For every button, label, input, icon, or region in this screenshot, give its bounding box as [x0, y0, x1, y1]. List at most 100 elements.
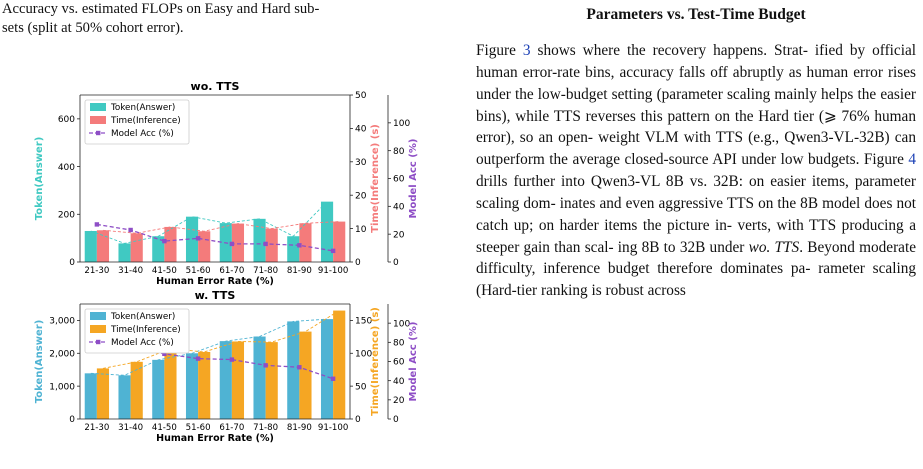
y-tick-label: 400 — [58, 163, 75, 173]
caption-line-2: sets (split at 50% cohort error). — [2, 19, 447, 38]
bar-time-inference — [231, 223, 245, 262]
bar-token-answer — [185, 216, 199, 262]
legend-label: Token(Answer) — [110, 103, 175, 113]
y-axis-label: Token(Answer) — [34, 320, 45, 404]
y2-tick-label: 30 — [355, 158, 367, 168]
trend-line-time — [102, 310, 340, 369]
body-paragraph: Figure 3 shows where the recovery happen… — [476, 40, 916, 302]
bar-time-inference — [333, 310, 346, 419]
acc-marker — [263, 363, 268, 368]
bar-time-inference — [265, 228, 278, 262]
caption-line-1: Accuracy vs. estimated FLOPs on Easy and… — [2, 1, 320, 17]
x-tick-label: 61-70 — [219, 423, 244, 433]
x-axis-label: Human Error Rate (%) — [156, 276, 274, 287]
y2-tick-label: 0 — [355, 415, 361, 425]
para-italic: wo. TTS — [748, 238, 800, 256]
bar-time-inference — [231, 341, 245, 419]
bar-time-inference — [198, 231, 211, 262]
bar-token-answer — [219, 341, 232, 419]
x-tick-label: 41-50 — [152, 266, 177, 276]
acc-marker — [297, 243, 302, 248]
bar-time-inference — [130, 233, 143, 262]
y3-axis-label: Model Acc (%) — [408, 139, 419, 219]
x-tick-label: 61-70 — [219, 266, 244, 276]
x-tick-label: 41-50 — [152, 423, 177, 433]
legend-box — [84, 308, 190, 354]
acc-marker — [263, 241, 268, 247]
y3-tick-label: 60 — [393, 175, 405, 185]
caption-text: sets (split at — [2, 20, 76, 36]
acc-marker — [195, 236, 201, 241]
y-tick-label: 1,000 — [49, 382, 75, 392]
bar-token-answer — [287, 236, 300, 262]
acc-marker — [229, 241, 235, 247]
x-tick-label: 91-100 — [318, 423, 348, 433]
legend-label: Model Acc (%) — [111, 338, 174, 348]
legend-box — [84, 99, 190, 145]
legend-acc-marker — [96, 130, 101, 136]
y2-axis-label: Time(Inference) (s) — [370, 124, 381, 233]
bar-time-inference — [299, 223, 312, 262]
y-tick-label: 200 — [58, 210, 75, 220]
x-tick-label: 81-90 — [287, 423, 312, 433]
y-axis-label: Token(Answer) — [34, 137, 45, 221]
y3-tick-label: 80 — [393, 339, 405, 349]
legend-label: Model Acc (%) — [111, 129, 174, 139]
x-tick-label: 51-60 — [186, 423, 211, 433]
y2-tick-label: 40 — [355, 125, 367, 135]
x-tick-label: 71-80 — [253, 266, 278, 276]
section-title: Parameters vs. Test-Time Budget — [586, 6, 806, 23]
legend-swatch — [90, 312, 106, 320]
acc-marker — [195, 356, 201, 361]
para-text-1: Figure — [476, 42, 523, 59]
bar-token-answer — [152, 236, 165, 262]
y-tick-label: 600 — [58, 115, 75, 125]
para-text-3: drills further into Qwen3-VL 8B vs. 32B:… — [476, 173, 916, 256]
bar-token-answer — [320, 319, 334, 419]
bar-token-answer — [118, 375, 131, 419]
y3-tick-label: 0 — [393, 415, 399, 425]
figure-ref-link[interactable]: 3 — [522, 42, 531, 59]
legend-swatch — [90, 103, 106, 111]
figure-charts: wo. TTS 21-30 31-40 41-50 51-60 61-70 71-80 81-… — [34, 80, 419, 444]
y2-tick-label: 10 — [355, 225, 367, 235]
bar-time-inference — [96, 368, 110, 419]
x-tick-label: 21-30 — [84, 266, 109, 276]
acc-marker — [229, 357, 235, 362]
y-tick-label: 3,000 — [49, 317, 75, 327]
acc-marker — [94, 222, 100, 227]
x-tick-label: 91-100 — [318, 266, 348, 276]
bar-time-inference — [130, 361, 143, 419]
y-tick-label: 0 — [69, 258, 75, 268]
y3-tick-label: 20 — [393, 396, 405, 406]
x-axis-label: Human Error Rate (%) — [156, 433, 274, 444]
acc-marker — [297, 365, 302, 370]
y-tick-label: 0 — [69, 415, 75, 425]
bar-time-inference — [164, 348, 177, 419]
figure-ref-link[interactable]: 4 — [908, 151, 916, 169]
bar-token-answer — [118, 243, 131, 262]
bar-token-answer — [287, 321, 300, 419]
bar-time-inference — [164, 226, 177, 262]
acc-marker — [330, 248, 336, 254]
acc-marker — [162, 351, 167, 357]
chart-title: wo. TTS — [191, 80, 240, 93]
caption-text-end: cohort error). — [102, 20, 184, 36]
legend-label: Time(Inference) — [110, 116, 181, 126]
x-tick-label: 31-40 — [118, 266, 143, 276]
x-tick-label: 81-90 — [287, 266, 312, 276]
bar-token-answer — [253, 218, 266, 262]
y2-axis-label: Time(Inference) (s) — [370, 307, 381, 416]
y2-tick-label: 150 — [355, 317, 372, 327]
acc-line — [96, 223, 334, 252]
y3-tick-label: 40 — [393, 203, 405, 213]
y3-tick-label: 100 — [393, 319, 410, 329]
y3-tick-label: 20 — [393, 230, 405, 240]
bar-time-inference — [198, 351, 211, 419]
x-tick-label: 71-80 — [253, 423, 278, 433]
y3-tick-label: 40 — [393, 377, 405, 387]
acc-marker — [162, 238, 167, 244]
bar-token-answer — [185, 353, 199, 419]
y2-tick-label: 50 — [355, 382, 367, 392]
y2-tick-label: 20 — [355, 191, 367, 201]
